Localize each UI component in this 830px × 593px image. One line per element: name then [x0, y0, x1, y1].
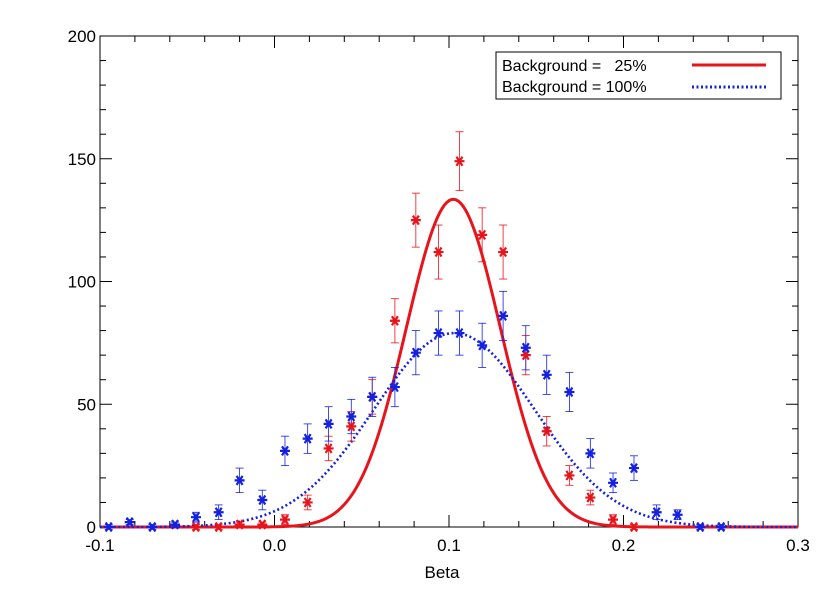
x-tick-label: 0.3 [786, 536, 810, 555]
data-point-series-2 [257, 494, 268, 506]
fit-curve-series-2 [100, 331, 798, 529]
data-point-series-1 [498, 246, 509, 258]
x-tick-label: -0.1 [85, 536, 114, 555]
legend-label-series-2: Background = 100% [502, 79, 647, 96]
data-point-series-1 [410, 215, 421, 226]
legend-box [495, 51, 782, 100]
data-point-series-2 [147, 521, 158, 533]
y-tick-label: 0 [87, 518, 96, 537]
plot-frame [99, 35, 799, 528]
fit-curves-layer [100, 197, 798, 529]
data-point-series-2 [367, 391, 378, 402]
data-point-series-2 [651, 507, 662, 518]
x-axis-title: Beta [425, 563, 461, 582]
data-point-series-2 [346, 411, 357, 422]
data-point-series-1 [389, 315, 400, 326]
data-point-series-1 [477, 229, 488, 240]
y-tick-label: 200 [68, 27, 96, 46]
data-point-series-1 [302, 497, 313, 508]
data-point-series-2 [410, 347, 421, 358]
data-point-series-2 [389, 381, 400, 393]
data-point-series-2 [716, 521, 727, 533]
data-point-series-2 [170, 519, 181, 530]
data-point-series-1 [454, 156, 465, 167]
data-point-series-1 [257, 519, 268, 530]
data-point-series-2 [124, 516, 135, 528]
x-tick-label: 0.2 [612, 536, 636, 555]
data-point-series-2 [498, 310, 509, 321]
fit-curve-series-1 [100, 197, 798, 529]
data-point-series-2 [608, 477, 619, 488]
data-point-series-2 [190, 512, 201, 523]
y-tick-label: 50 [77, 395, 96, 414]
data-point-series-2 [454, 327, 465, 339]
data-point-series-2 [103, 521, 114, 533]
data-point-series-2 [213, 507, 224, 518]
data-point-series-2 [585, 448, 596, 459]
data-point-series-2 [234, 475, 245, 486]
data-point-series-1 [279, 514, 290, 525]
data-point-series-2 [279, 445, 290, 457]
data-point-series-1 [234, 519, 245, 530]
x-tick-label: 0.0 [263, 536, 287, 555]
data-point-series-2 [695, 521, 706, 533]
data-point-series-1 [213, 521, 224, 533]
data-point-series-2 [477, 340, 488, 351]
y-tick-label: 150 [68, 150, 96, 169]
data-points-layer [103, 156, 727, 533]
legend: Background = 25% Background = 100% [495, 51, 782, 100]
data-point-series-1 [608, 514, 619, 525]
data-point-series-2 [564, 386, 575, 398]
data-point-series-2 [520, 342, 531, 353]
data-point-series-2 [628, 462, 639, 474]
legend-label-series-1: Background = 25% [502, 58, 647, 75]
data-point-series-1 [628, 521, 639, 533]
data-point-series-2 [541, 369, 552, 380]
y-tick-label: 100 [68, 273, 96, 292]
data-point-series-2 [672, 509, 683, 520]
data-point-series-2 [323, 418, 334, 430]
data-point-series-1 [433, 246, 444, 258]
data-point-series-2 [433, 327, 444, 339]
data-point-series-1 [564, 470, 575, 481]
data-point-series-1 [346, 421, 357, 432]
data-point-series-1 [541, 426, 552, 437]
data-point-series-1 [323, 443, 334, 454]
data-point-series-1 [190, 521, 201, 533]
axes-layer: -0.1 0.0 0.1 0.2 0.3 0 50 100 150 200 [68, 27, 810, 555]
x-tick-label: 0.1 [437, 536, 461, 555]
data-point-series-1 [585, 492, 596, 503]
data-point-series-2 [302, 433, 313, 444]
